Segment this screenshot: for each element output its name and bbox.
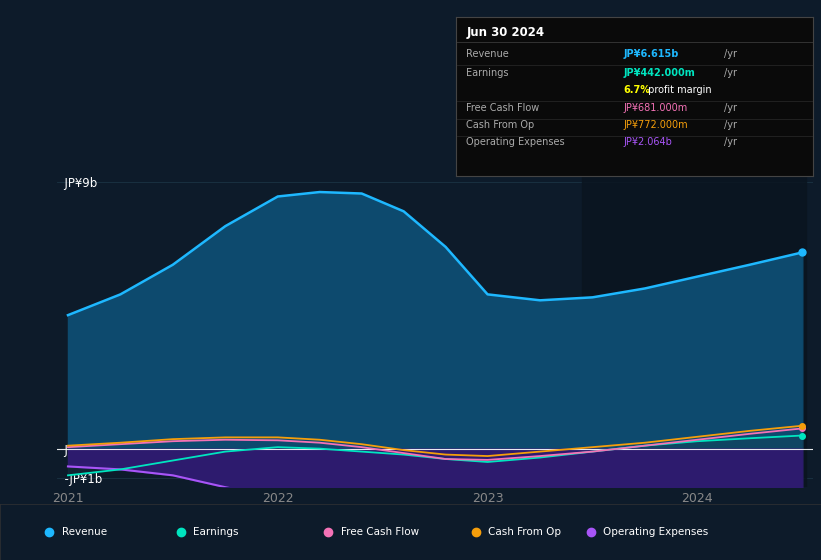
Text: JP¥681.000m: JP¥681.000m <box>623 103 688 113</box>
Text: Revenue: Revenue <box>466 49 509 59</box>
Text: JP¥772.000m: JP¥772.000m <box>623 120 688 130</box>
Text: Earnings: Earnings <box>466 68 509 78</box>
Text: Operating Expenses: Operating Expenses <box>603 527 709 537</box>
Text: 6.7%: 6.7% <box>623 85 650 95</box>
Text: Jun 30 2024: Jun 30 2024 <box>466 26 544 39</box>
Text: JP¥6.615b: JP¥6.615b <box>623 49 679 59</box>
Text: /yr: /yr <box>723 103 736 113</box>
Bar <box>582 158 806 487</box>
Text: /yr: /yr <box>723 68 736 78</box>
Text: Free Cash Flow: Free Cash Flow <box>341 527 419 537</box>
Text: Cash From Op: Cash From Op <box>466 120 534 130</box>
Text: Earnings: Earnings <box>193 527 238 537</box>
Text: JP¥442.000m: JP¥442.000m <box>623 68 695 78</box>
Text: Cash From Op: Cash From Op <box>488 527 562 537</box>
Text: Revenue: Revenue <box>62 527 107 537</box>
Text: Free Cash Flow: Free Cash Flow <box>466 103 539 113</box>
Text: /yr: /yr <box>723 120 736 130</box>
Text: profit margin: profit margin <box>645 85 712 95</box>
Text: Operating Expenses: Operating Expenses <box>466 137 565 147</box>
Text: /yr: /yr <box>723 49 736 59</box>
Text: JP¥2.064b: JP¥2.064b <box>623 137 672 147</box>
Text: /yr: /yr <box>723 137 736 147</box>
